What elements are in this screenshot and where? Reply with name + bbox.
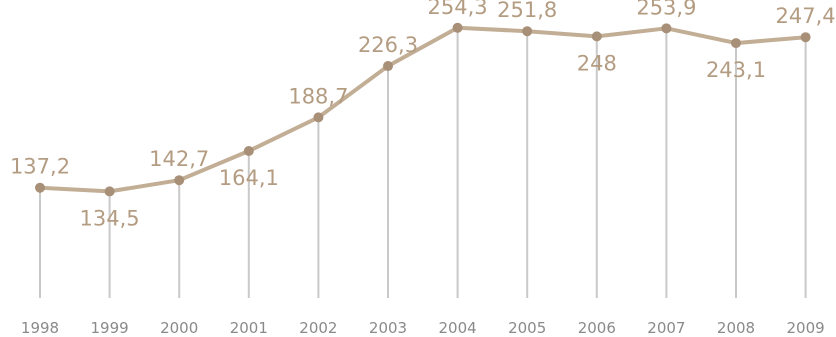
data-label-2005: 251,8 [497,0,557,22]
series-line [38,25,808,194]
data-label-2003: 226,3 [358,33,418,57]
data-point-2001 [243,145,254,156]
data-label-2001: 164,1 [219,166,279,190]
data-point-2007 [661,23,672,34]
x-tick-2007: 2007 [647,319,685,337]
data-label-2008: 243,1 [706,58,766,82]
data-labels: 137,2 134,5 142,7 164,1 188,7 226,3 254,3 251,8… [10,0,836,230]
data-label-1998: 137,2 [10,155,70,179]
data-label-1999: 134,5 [80,206,140,230]
data-label-2002: 188,7 [288,84,348,108]
x-tick-2002: 2002 [299,319,337,337]
x-tick-2000: 2000 [160,319,198,337]
x-tick-2005: 2005 [508,319,546,337]
data-point-1999 [104,186,115,197]
x-tick-2001: 2001 [230,319,268,337]
data-points [35,22,811,197]
data-point-2009 [800,32,811,43]
data-point-2004 [452,22,463,33]
data-label-2007: 253,9 [636,0,696,19]
data-label-2000: 142,7 [149,147,209,171]
data-point-2006 [591,31,602,42]
data-point-1998 [35,182,45,193]
x-tick-2003: 2003 [369,319,407,337]
x-axis-ticks: 1998 1999 2000 2001 2002 2003 2004 2005 2006 2007… [21,319,825,337]
x-tick-2008: 2008 [717,319,755,337]
data-point-2005 [522,26,533,37]
x-tick-1998: 1998 [21,319,59,337]
x-tick-2009: 2009 [787,319,825,337]
data-point-2003 [383,61,393,72]
x-tick-2004: 2004 [439,319,477,337]
data-label-2006: 248 [577,51,617,75]
data-label-2009: 247,4 [776,4,836,28]
x-tick-1999: 1999 [91,319,129,337]
data-label-2004: 254,3 [428,0,488,19]
x-tick-2006: 2006 [578,319,616,337]
data-point-2008 [731,38,741,49]
data-point-2002 [313,112,324,123]
drop-lines [39,27,807,298]
data-point-2000 [174,175,185,186]
